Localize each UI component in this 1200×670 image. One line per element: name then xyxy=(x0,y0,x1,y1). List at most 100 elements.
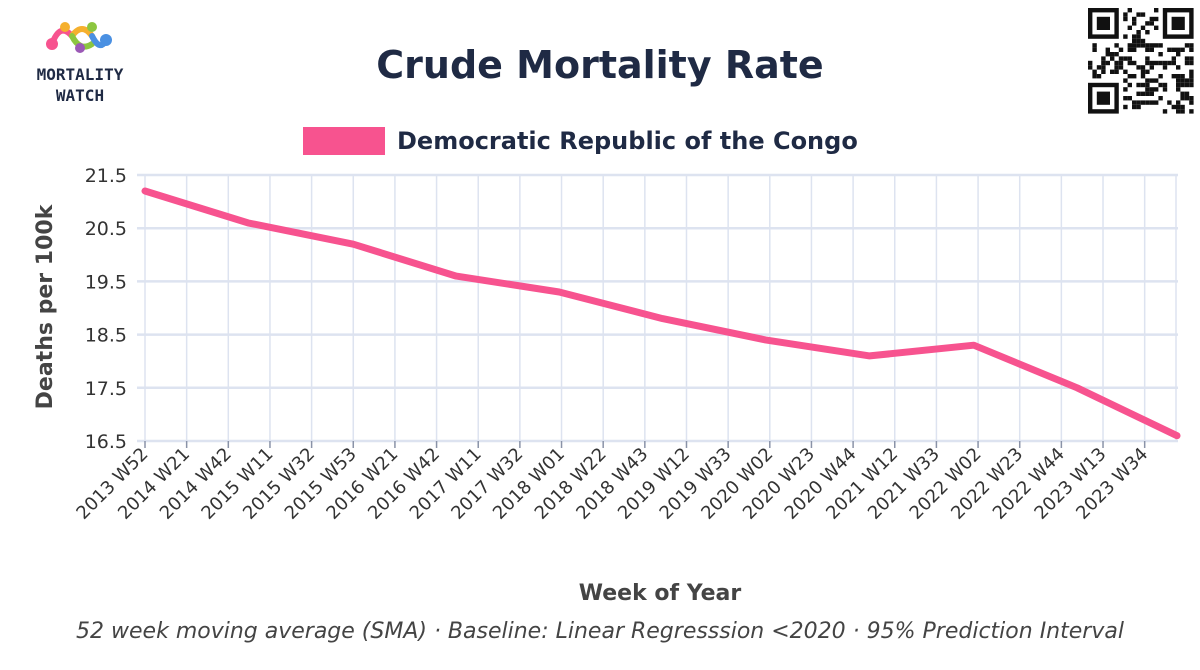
mortality-watch-logo: MORTALITY WATCH xyxy=(37,22,124,105)
qr-module xyxy=(1132,21,1137,26)
qr-module xyxy=(1184,78,1190,83)
logo-mark-icon xyxy=(46,22,112,53)
qr-code-icon xyxy=(1088,8,1194,114)
qr-module xyxy=(1167,100,1172,105)
qr-module xyxy=(1123,12,1128,17)
qr-module xyxy=(1105,52,1110,57)
qr-module xyxy=(1127,60,1132,66)
qr-module xyxy=(1171,60,1176,66)
qr-module xyxy=(1189,100,1194,105)
qr-module xyxy=(1110,56,1115,61)
qr-module xyxy=(1176,100,1181,105)
qr-module xyxy=(1096,65,1102,70)
qr-module xyxy=(1154,78,1159,83)
y-tick-label: 21.5 xyxy=(85,165,127,187)
qr-module xyxy=(1127,74,1132,79)
qr-module xyxy=(1154,43,1159,48)
qr-module xyxy=(1171,74,1176,79)
qr-module xyxy=(1132,47,1137,52)
qr-module xyxy=(1180,96,1185,101)
qr-module xyxy=(1189,60,1194,66)
qr-module xyxy=(1149,21,1154,26)
qr-module xyxy=(1123,69,1128,74)
qr-module xyxy=(1184,43,1190,48)
qr-module xyxy=(1145,43,1150,48)
qr-module xyxy=(1132,38,1137,44)
footnote: 52 week moving average (SMA) · Baseline:… xyxy=(76,619,1124,644)
qr-module xyxy=(1176,74,1181,79)
qr-module xyxy=(1092,47,1097,52)
qr-module xyxy=(1114,60,1119,66)
qr-module xyxy=(1118,47,1124,52)
qr-module xyxy=(1162,82,1168,88)
qr-module xyxy=(1184,56,1190,61)
qr-module xyxy=(1149,60,1154,66)
qr-module xyxy=(1145,100,1150,105)
qr-module xyxy=(1189,109,1194,114)
qr-module xyxy=(1149,78,1154,83)
qr-module xyxy=(1145,91,1150,96)
qr-module xyxy=(1127,56,1132,61)
qr-module xyxy=(1162,60,1168,66)
qr-module xyxy=(1127,25,1132,30)
qr-module xyxy=(1176,82,1181,88)
qr-module xyxy=(1136,12,1141,17)
qr-module xyxy=(1158,60,1163,66)
qr-module xyxy=(1149,100,1154,105)
qr-module xyxy=(1189,78,1194,83)
qr-module xyxy=(1180,47,1185,52)
qr-module xyxy=(1140,25,1146,30)
qr-module xyxy=(1127,82,1132,88)
qr-module xyxy=(1154,8,1159,13)
qr-module xyxy=(1189,56,1194,61)
qr-module xyxy=(1158,96,1163,101)
qr-module xyxy=(1123,56,1128,61)
qr-finder-core xyxy=(1171,16,1185,30)
y-tick-label: 20.5 xyxy=(85,218,127,240)
qr-module xyxy=(1140,82,1146,88)
qr-module xyxy=(1132,16,1137,22)
qr-module xyxy=(1101,65,1106,70)
qr-module xyxy=(1176,65,1181,70)
qr-module xyxy=(1088,60,1093,66)
qr-finder-core xyxy=(1096,91,1110,105)
qr-module xyxy=(1171,104,1176,110)
qr-module xyxy=(1132,74,1137,79)
qr-module xyxy=(1140,65,1146,70)
qr-module xyxy=(1123,34,1128,39)
qr-module xyxy=(1136,30,1141,35)
qr-module xyxy=(1189,69,1194,74)
qr-module xyxy=(1145,21,1150,26)
qr-module xyxy=(1136,38,1141,44)
qr-module xyxy=(1136,65,1141,70)
qr-module xyxy=(1088,65,1093,70)
qr-module xyxy=(1092,43,1097,48)
qr-module xyxy=(1189,82,1194,88)
y-axis-label: Deaths per 100k xyxy=(33,203,58,409)
qr-module xyxy=(1132,43,1137,48)
qr-module xyxy=(1145,30,1150,35)
qr-module xyxy=(1162,109,1168,114)
qr-module xyxy=(1145,47,1150,52)
grid-horizontal xyxy=(137,173,1178,443)
qr-module xyxy=(1140,43,1146,48)
legend: Democratic Republic of the Congo xyxy=(303,127,858,155)
qr-module xyxy=(1092,69,1097,74)
qr-module xyxy=(1162,65,1168,70)
qr-module xyxy=(1136,104,1141,110)
qr-module xyxy=(1176,47,1181,52)
qr-module xyxy=(1140,74,1146,79)
qr-module xyxy=(1149,87,1154,92)
qr-module xyxy=(1140,69,1146,74)
qr-module xyxy=(1180,91,1185,96)
qr-module xyxy=(1167,60,1172,66)
qr-module xyxy=(1132,34,1137,39)
qr-module xyxy=(1127,8,1132,13)
logo-text-line2: WATCH xyxy=(56,86,104,105)
qr-module xyxy=(1114,52,1119,57)
x-axis-label: Week of Year xyxy=(579,581,742,606)
logo-text-line1: MORTALITY xyxy=(37,65,124,84)
qr-module xyxy=(1101,60,1106,66)
grid-vertical xyxy=(144,175,1177,441)
qr-module xyxy=(1189,74,1194,79)
